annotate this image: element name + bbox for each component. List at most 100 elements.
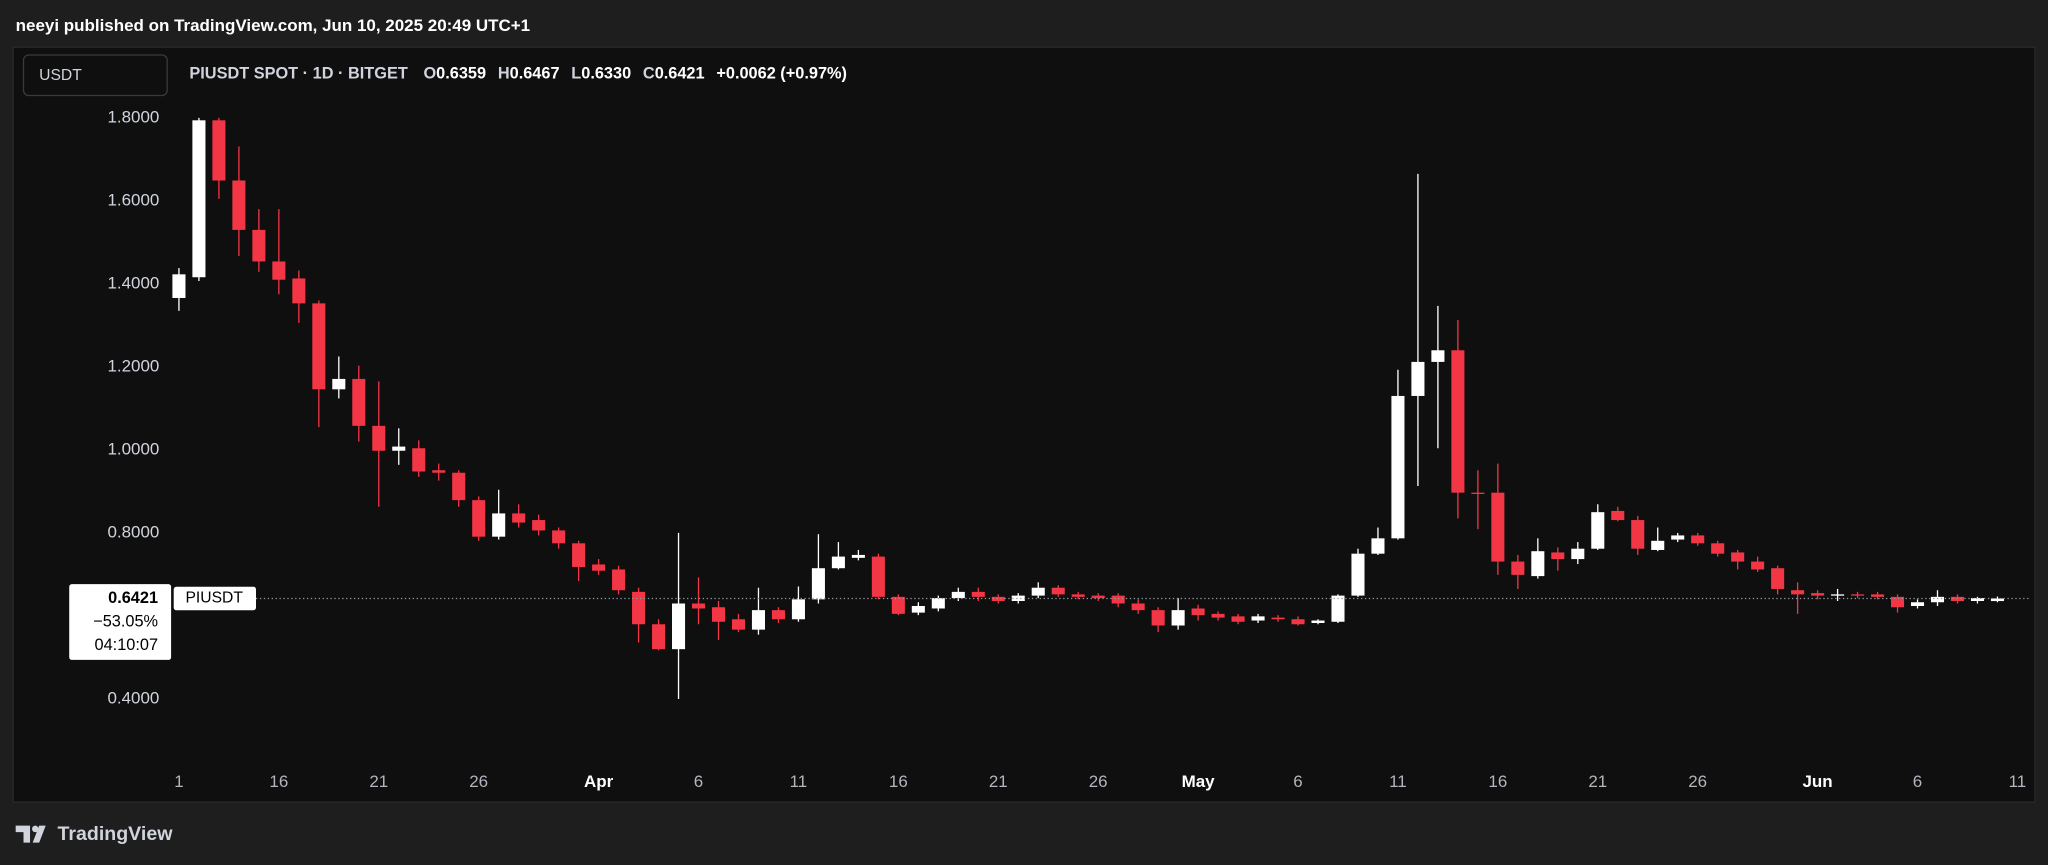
x-tick-label: 21 bbox=[369, 772, 388, 791]
candle-body bbox=[1191, 608, 1205, 616]
price-label-box bbox=[69, 584, 172, 660]
candle-body bbox=[1371, 538, 1385, 554]
candle-body bbox=[292, 278, 306, 304]
brand: TradingView bbox=[15, 823, 173, 845]
candle-body bbox=[1511, 561, 1525, 575]
candle-body bbox=[632, 591, 646, 625]
legend-low: 0.6330 bbox=[581, 65, 631, 83]
candle-body bbox=[1651, 540, 1665, 550]
legend-symbol: PIUSDT SPOT · 1D · BITGET bbox=[189, 65, 407, 83]
candle-body bbox=[172, 274, 186, 298]
candle-body bbox=[1131, 603, 1145, 611]
candle-body bbox=[1551, 552, 1565, 560]
candle-body bbox=[791, 599, 805, 620]
legend-o-label: O bbox=[423, 65, 436, 83]
candle-body bbox=[1451, 350, 1465, 493]
candle-body bbox=[1151, 610, 1165, 626]
candle-body bbox=[1531, 551, 1545, 577]
candle-body bbox=[1491, 492, 1505, 562]
candle-body bbox=[1051, 587, 1065, 595]
y-tick-label: 1.0000 bbox=[107, 439, 159, 458]
currency-label[interactable]: USDT bbox=[39, 67, 82, 84]
candle-body bbox=[672, 603, 686, 650]
candle-body bbox=[272, 261, 286, 280]
x-tick-label: 26 bbox=[469, 772, 488, 791]
x-tick-label: 1 bbox=[174, 772, 183, 791]
y-tick-label: 1.8000 bbox=[107, 107, 159, 126]
candle-body bbox=[1431, 350, 1445, 362]
price-label-change: −53.05% bbox=[93, 612, 158, 630]
x-tick-label: 11 bbox=[2009, 772, 2027, 791]
candle-body bbox=[452, 472, 466, 501]
candle-body bbox=[552, 530, 566, 544]
candle-body bbox=[691, 603, 706, 609]
legend: PIUSDT SPOT · 1D · BITGET O0.6359 H0.6467 L… bbox=[189, 65, 847, 83]
candle-body bbox=[332, 378, 346, 390]
candle-body bbox=[572, 543, 586, 567]
candle-body bbox=[971, 591, 985, 597]
candle-body bbox=[1970, 598, 1984, 602]
candle-body bbox=[432, 470, 446, 473]
candle-body bbox=[1711, 543, 1725, 554]
candle-body bbox=[1611, 510, 1625, 521]
x-tick-label: 21 bbox=[989, 772, 1008, 791]
x-tick-label: 26 bbox=[1688, 772, 1707, 791]
candle-body bbox=[771, 610, 785, 620]
candle-body bbox=[1731, 552, 1745, 562]
x-tick-label: 6 bbox=[694, 772, 703, 791]
candle-body bbox=[592, 564, 606, 571]
x-tick-label: 16 bbox=[269, 772, 288, 791]
symbol-label: PIUSDT bbox=[185, 590, 243, 607]
candle-body bbox=[1811, 593, 1825, 596]
candle-body bbox=[1331, 595, 1345, 622]
candle-body bbox=[1091, 595, 1105, 599]
candle-body bbox=[1211, 613, 1225, 618]
candle-body bbox=[1930, 596, 1945, 603]
chart-panel bbox=[12, 46, 2036, 803]
candle-body bbox=[811, 568, 825, 600]
currency-button[interactable]: USDT bbox=[22, 54, 168, 97]
legend-c-label: C bbox=[643, 65, 655, 83]
candle-body bbox=[232, 180, 246, 230]
candle-body bbox=[412, 448, 426, 472]
candle-body bbox=[1271, 617, 1285, 620]
currency-button-frame[interactable] bbox=[22, 54, 168, 97]
candle-body bbox=[1411, 361, 1425, 396]
legend-change: +0.0062 (+0.97%) bbox=[716, 65, 847, 83]
candle-body bbox=[1231, 616, 1245, 622]
candle-body bbox=[1751, 561, 1765, 570]
candle-body bbox=[1031, 587, 1045, 596]
legend-h-label: H bbox=[498, 65, 510, 83]
candle-body bbox=[1910, 602, 1925, 606]
x-tick-label: 26 bbox=[1089, 772, 1108, 791]
y-tick-label: 1.4000 bbox=[107, 273, 159, 292]
candle-body bbox=[1671, 535, 1685, 540]
y-tick-label: 0.8000 bbox=[107, 522, 159, 541]
candle-body bbox=[931, 598, 945, 609]
candle-body bbox=[851, 554, 865, 558]
candle-body bbox=[1591, 512, 1605, 549]
y-tick-label: 0.4000 bbox=[107, 688, 159, 707]
candle-body bbox=[372, 425, 386, 451]
candle-body bbox=[951, 591, 965, 599]
candle-body bbox=[831, 556, 845, 569]
candle-body bbox=[1831, 594, 1845, 596]
candle-body bbox=[751, 610, 765, 630]
candle-body bbox=[1471, 492, 1485, 494]
candle-body bbox=[991, 596, 1005, 602]
x-tick-label: Jun bbox=[1803, 772, 1833, 791]
candle-body bbox=[731, 619, 746, 630]
legend-l-label: L bbox=[571, 65, 581, 83]
candle-body bbox=[871, 556, 885, 597]
candle-body bbox=[192, 120, 206, 278]
price-label-countdown: 04:10:07 bbox=[95, 636, 159, 654]
x-tick-label: 6 bbox=[1913, 772, 1922, 791]
legend-open: 0.6359 bbox=[436, 65, 486, 83]
publish-info: neeyi published on TradingView.com, Jun … bbox=[16, 16, 530, 35]
candle-body bbox=[472, 500, 486, 537]
candle-body bbox=[1171, 610, 1185, 626]
price-label: 0.6421 −53.05% 04:10:07 PIUSDT bbox=[69, 584, 256, 660]
candle-body bbox=[1111, 595, 1125, 604]
candle-body bbox=[352, 378, 366, 426]
